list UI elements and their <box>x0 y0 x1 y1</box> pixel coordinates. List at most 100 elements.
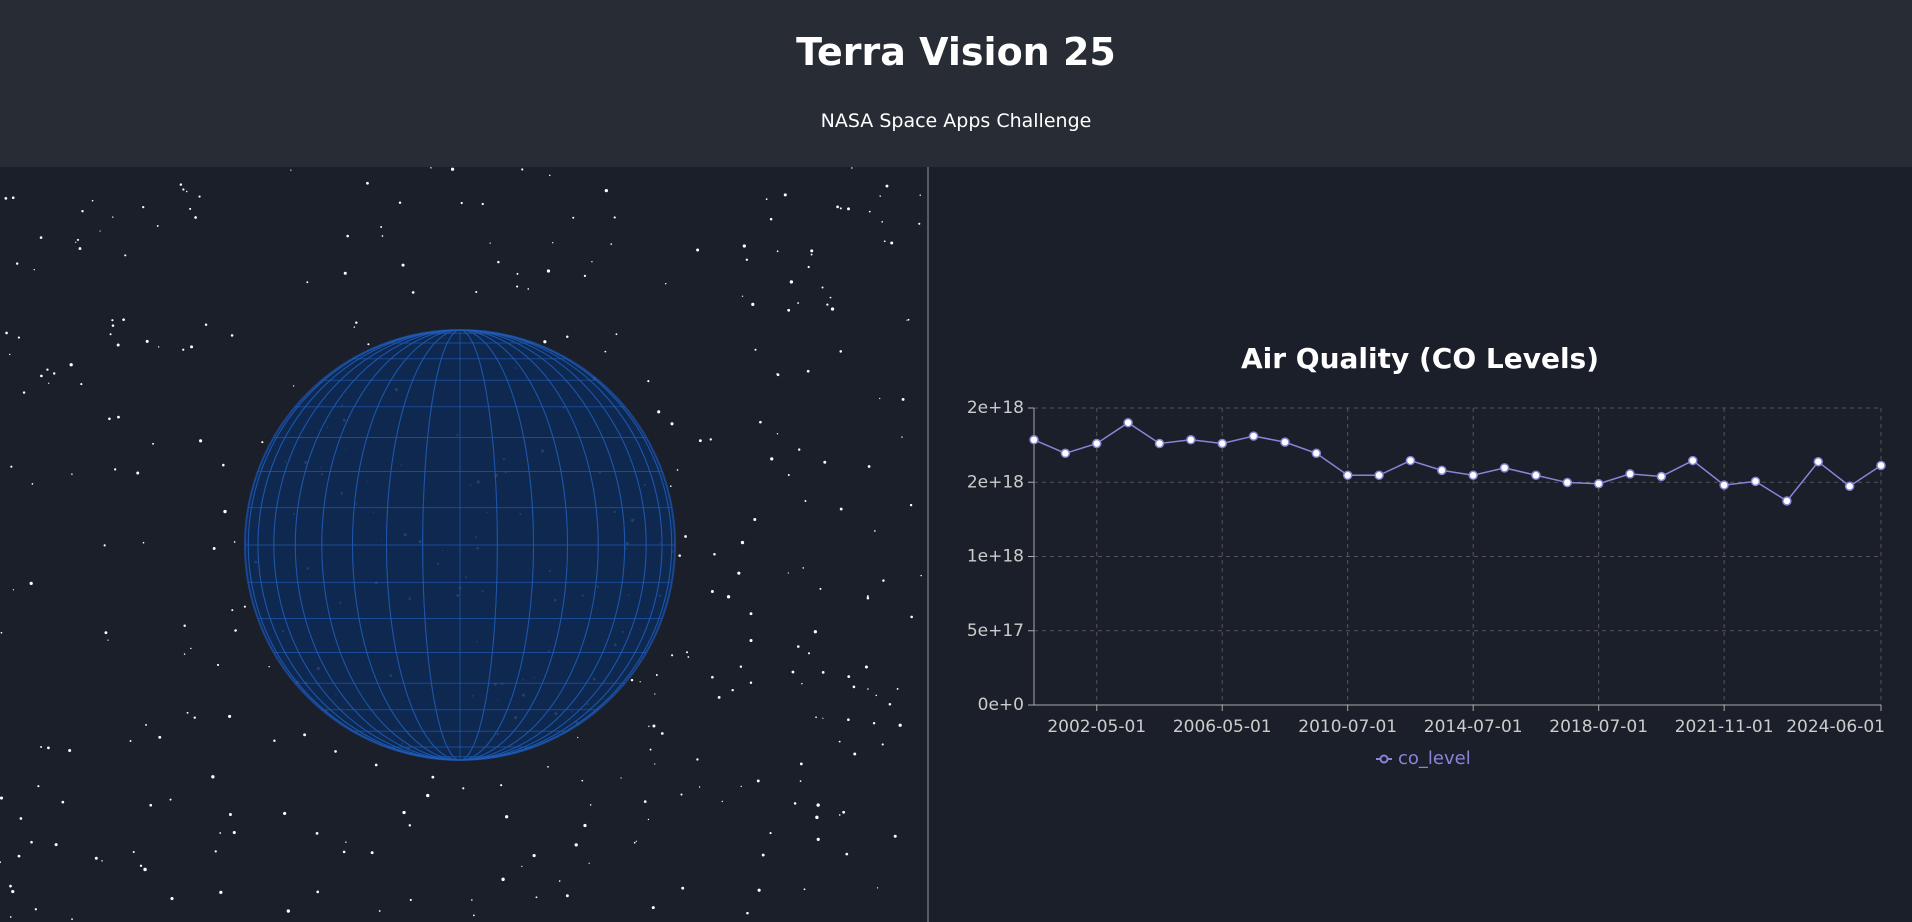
x-tick-label: 2014-07-01 <box>1424 717 1523 737</box>
star <box>4 196 8 200</box>
data-point <box>1342 470 1353 481</box>
star <box>268 665 270 668</box>
star <box>472 914 475 917</box>
star <box>604 189 608 193</box>
star <box>803 888 806 891</box>
star <box>193 716 196 719</box>
star <box>15 262 19 265</box>
data-point <box>1217 438 1227 449</box>
star <box>17 336 20 339</box>
star <box>881 221 883 223</box>
data-point <box>1593 478 1604 489</box>
star <box>149 803 153 807</box>
star <box>290 169 292 171</box>
star <box>740 785 742 788</box>
star <box>890 241 894 245</box>
star <box>500 784 503 787</box>
star <box>75 241 77 243</box>
star <box>158 735 162 739</box>
star <box>680 793 683 796</box>
star <box>589 804 592 806</box>
star <box>142 205 145 209</box>
star <box>219 890 223 894</box>
star <box>787 474 790 476</box>
star <box>136 471 140 475</box>
star <box>214 850 217 853</box>
star <box>759 420 762 424</box>
data-point <box>1844 481 1855 492</box>
star <box>751 302 755 307</box>
star <box>799 762 803 766</box>
star <box>108 417 111 421</box>
star <box>713 553 716 556</box>
star <box>233 541 236 543</box>
star <box>839 507 843 511</box>
star <box>109 333 112 336</box>
star <box>204 323 208 326</box>
star <box>516 285 519 288</box>
star <box>142 541 145 544</box>
star <box>116 343 120 347</box>
star <box>769 217 773 221</box>
star <box>696 758 699 761</box>
x-tick-label: 2010-07-01 <box>1298 717 1397 737</box>
star <box>853 752 857 756</box>
star <box>183 653 186 655</box>
legend-icon-dot <box>1379 754 1389 764</box>
star <box>111 319 114 322</box>
star <box>501 877 505 881</box>
star <box>684 535 687 538</box>
star <box>31 483 34 485</box>
star <box>431 775 435 779</box>
star <box>906 319 908 321</box>
star <box>583 274 587 278</box>
star <box>182 348 185 351</box>
star <box>879 397 881 400</box>
star <box>867 688 869 690</box>
star <box>497 260 500 264</box>
star <box>829 296 832 299</box>
star <box>711 675 714 679</box>
star <box>505 815 509 819</box>
chart-title: Air Quality (CO Levels) <box>1241 342 1599 375</box>
star <box>401 263 405 267</box>
app-subtitle: NASA Space Apps Challenge <box>820 110 1092 132</box>
star <box>186 711 189 714</box>
star <box>243 605 246 608</box>
star <box>334 750 337 753</box>
star <box>183 624 186 628</box>
star <box>223 509 227 514</box>
space-view[interactable] <box>0 167 922 920</box>
star <box>685 651 689 654</box>
star <box>54 843 58 847</box>
y-tick-label: 1e+18 <box>967 547 1024 567</box>
star <box>647 818 650 821</box>
star <box>228 714 232 718</box>
star <box>664 282 667 285</box>
star <box>231 609 234 612</box>
data-point <box>1154 438 1165 449</box>
star <box>69 363 73 367</box>
star <box>516 272 519 275</box>
star <box>546 269 551 273</box>
star <box>604 350 607 353</box>
star <box>380 226 383 228</box>
star <box>402 810 406 815</box>
star <box>888 702 892 706</box>
star <box>19 817 23 820</box>
star <box>839 350 843 353</box>
star <box>283 811 287 816</box>
star <box>316 890 320 894</box>
star <box>212 547 216 550</box>
star <box>830 307 835 311</box>
star <box>80 383 83 386</box>
data-point <box>1123 417 1133 428</box>
star <box>170 896 174 901</box>
star <box>190 647 192 650</box>
star <box>481 202 484 206</box>
star <box>39 236 43 239</box>
star <box>651 906 655 910</box>
star <box>199 439 203 443</box>
star <box>591 261 593 263</box>
star <box>114 468 117 471</box>
